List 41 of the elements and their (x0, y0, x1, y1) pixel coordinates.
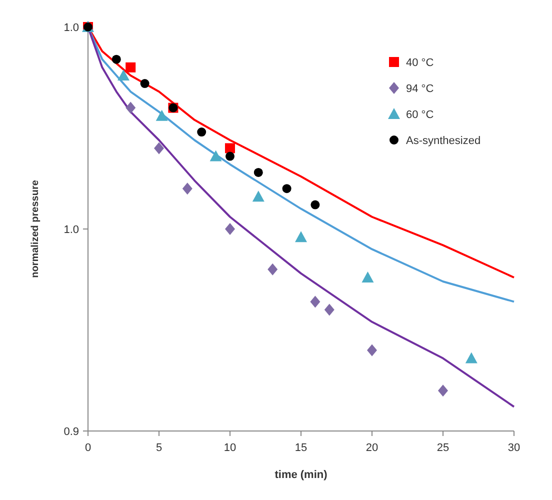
x-tick-label: 0 (84, 442, 92, 454)
point (118, 69, 130, 80)
point (254, 168, 263, 177)
point (310, 296, 320, 308)
legend-label: 40 °C (406, 56, 434, 69)
x-tick-label: 15 (294, 442, 308, 454)
point (156, 110, 168, 121)
point (438, 384, 448, 397)
point (310, 200, 320, 210)
x-tick-label: 10 (224, 442, 236, 454)
point (252, 190, 264, 202)
y-tick-label: 0.9 (64, 426, 79, 438)
point (295, 231, 307, 242)
legend-label: 60 °C (406, 108, 434, 121)
x-tick-label: 30 (508, 442, 520, 454)
point (126, 62, 136, 72)
point (268, 263, 278, 276)
point (225, 223, 235, 235)
legend-label: As-synthesized (406, 134, 481, 147)
x-tick-label: 20 (366, 442, 378, 454)
point (154, 142, 164, 154)
point (112, 54, 121, 64)
point (182, 182, 192, 195)
point (225, 143, 235, 154)
x-axis-title: time (min) (274, 469, 328, 481)
x-tick-label: 25 (436, 442, 450, 454)
point (197, 128, 206, 137)
point (362, 271, 374, 282)
point (465, 352, 478, 364)
point (126, 102, 136, 114)
point (367, 344, 377, 356)
point (140, 79, 150, 88)
legend-label: 94 °C (406, 82, 434, 95)
y-tick-label: 1.0 (64, 224, 79, 236)
point (324, 304, 334, 316)
point (282, 184, 292, 194)
y-tick-label: 1.0 (64, 22, 79, 34)
point (226, 152, 234, 161)
y-axis-title: normalized pressure (30, 180, 41, 278)
x-tick-label: 5 (156, 442, 162, 454)
point (210, 150, 222, 162)
